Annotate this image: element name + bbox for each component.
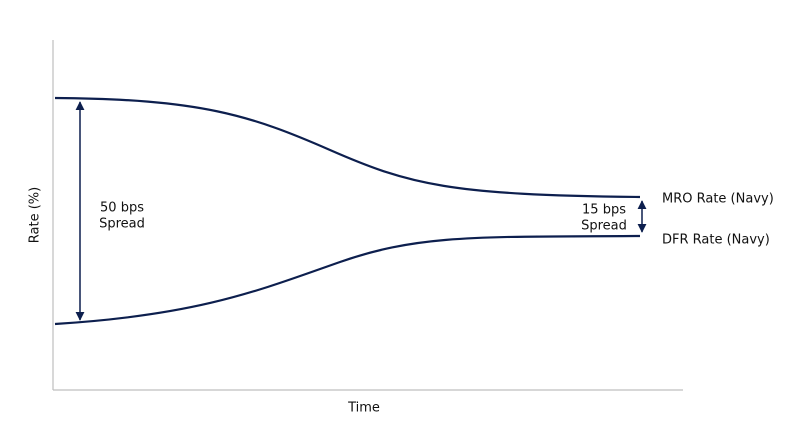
line-label: DFR Rate (Navy) bbox=[662, 233, 770, 248]
y-axis-label: Rate (%) bbox=[28, 187, 43, 243]
line-label: MRO Rate (Navy) bbox=[662, 192, 774, 207]
x-axis-label: Time bbox=[347, 401, 380, 416]
annotation: 15 bps bbox=[582, 203, 626, 218]
annotation: 50 bps bbox=[100, 201, 144, 216]
mro-curve bbox=[54, 96, 641, 199]
dfr-curve bbox=[54, 234, 641, 326]
annotation: Spread bbox=[581, 219, 627, 234]
annotation: Spread bbox=[99, 217, 145, 232]
